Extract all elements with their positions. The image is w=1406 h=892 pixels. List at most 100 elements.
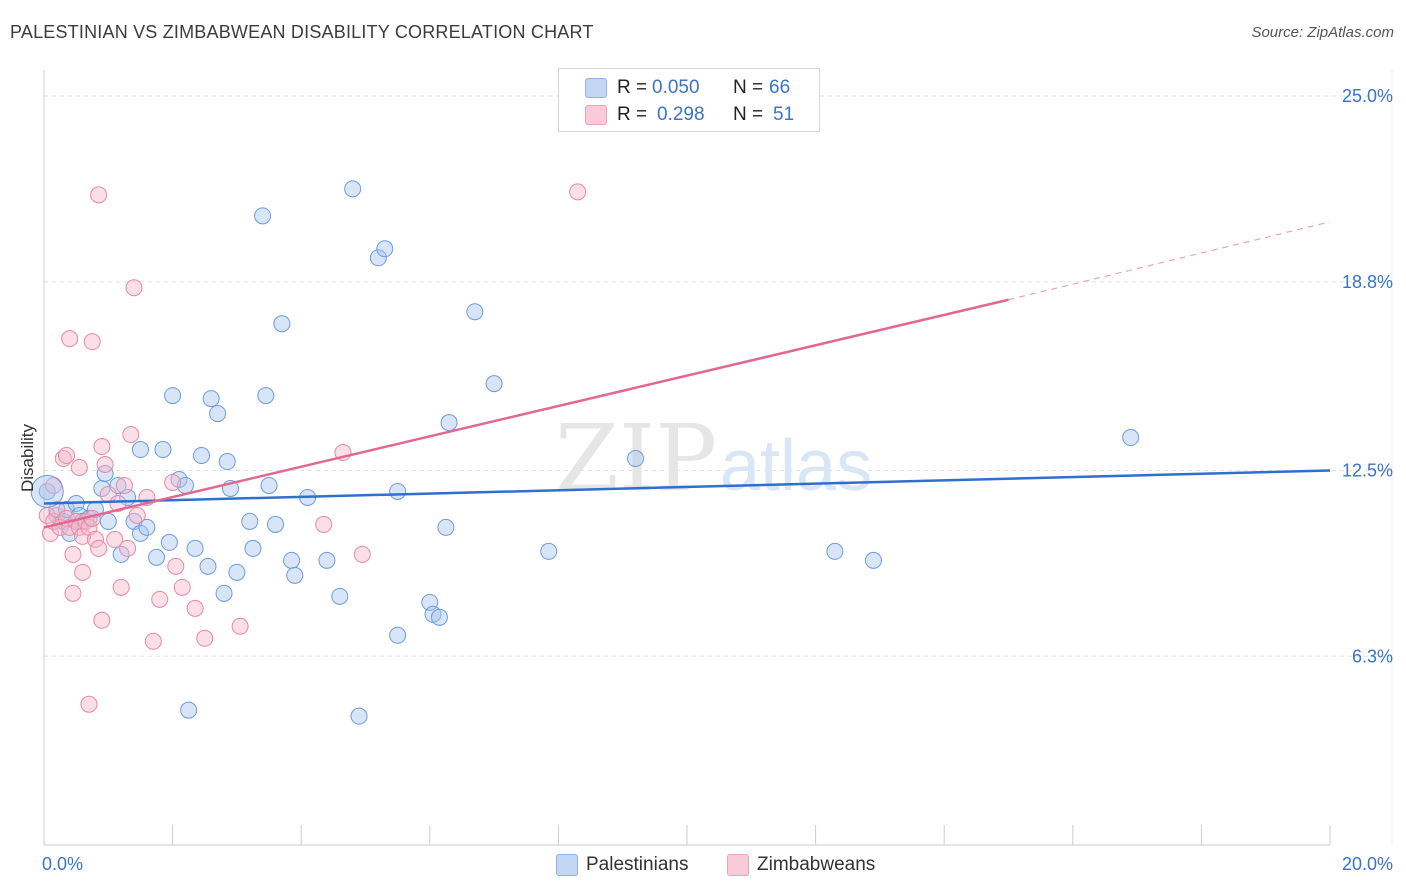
palestinian-point xyxy=(186,539,204,557)
zimbabwean-point xyxy=(125,279,143,297)
zimbabwean-point xyxy=(164,473,182,491)
zimbabwean-point xyxy=(112,578,130,596)
palestinian-point xyxy=(826,542,844,560)
palestinian-point xyxy=(540,542,558,560)
legend-r-label: R = xyxy=(617,104,648,125)
palestinian-point xyxy=(369,249,387,267)
zimbabwean-point xyxy=(54,450,72,468)
palestinian-point xyxy=(389,626,407,644)
palestinian-point xyxy=(283,551,301,569)
zimbabweans-legend-swatch xyxy=(727,854,749,876)
zimbabwean-trend-line xyxy=(43,298,1009,529)
zimbabwean-point xyxy=(315,515,333,533)
palestinian-point xyxy=(1122,429,1140,447)
legend-n-value-zimbabweans: 51 xyxy=(773,104,795,125)
palestinian-point xyxy=(864,551,882,569)
palestinian-point xyxy=(257,387,275,405)
palestinian-point xyxy=(160,533,178,551)
palestinian-point xyxy=(131,524,149,542)
zimbabwean-point xyxy=(70,459,88,477)
zimbabwean-point xyxy=(109,494,127,512)
x-tick-label: 20.0% xyxy=(1342,854,1393,874)
palestinian-point xyxy=(148,548,166,566)
palestinian-point xyxy=(318,551,336,569)
palestinian-point xyxy=(228,563,246,581)
y-axis-title: Disability xyxy=(18,423,37,492)
zimbabweans-swatch xyxy=(585,105,607,125)
watermark: ZIP atlas xyxy=(555,405,872,512)
zimbabwean-point xyxy=(353,545,371,563)
y-tick-label: 12.5% xyxy=(1342,461,1393,481)
legend-n-label: N = xyxy=(733,104,764,125)
palestinian-point xyxy=(485,375,503,393)
legend-n-value-palestinians: 66 xyxy=(769,77,791,98)
trend-lines xyxy=(43,221,1331,529)
zimbabwean-point xyxy=(569,183,587,201)
palestinian-point xyxy=(350,707,368,725)
palestinian-point xyxy=(331,587,349,605)
palestinians-swatch xyxy=(585,78,607,98)
y-tick-label: 25.0% xyxy=(1342,86,1393,106)
palestinian-point xyxy=(440,414,458,432)
correlation-legend: R = 0.050 N = 66 R = 0.298 N = 51 xyxy=(558,68,820,132)
axes xyxy=(43,70,1393,846)
palestinian-point xyxy=(215,584,233,602)
palestinian-point xyxy=(209,405,227,423)
watermark-atlas: atlas xyxy=(720,426,872,506)
palestinian-point xyxy=(154,441,172,459)
zimbabwean-point xyxy=(74,563,92,581)
data-points xyxy=(30,180,1140,725)
zimbabwean-point xyxy=(90,186,108,204)
palestinian-point xyxy=(218,453,236,471)
palestinian-point xyxy=(254,207,272,225)
palestinian-point xyxy=(180,701,198,719)
zimbabwean-point xyxy=(58,447,76,465)
zimbabwean-point xyxy=(96,456,114,474)
zimbabwean-point xyxy=(144,632,162,650)
zimbabwean-point xyxy=(90,539,108,557)
zimbabwean-point xyxy=(119,539,137,557)
palestinian-point xyxy=(96,464,114,482)
palestinian-point xyxy=(202,390,220,408)
palestinian-point xyxy=(273,315,291,333)
zimbabwean-point xyxy=(93,611,111,629)
palestinian-point xyxy=(131,441,149,459)
palestinian-point xyxy=(112,545,130,563)
palestinian-point xyxy=(38,482,56,500)
palestinian-point xyxy=(199,557,217,575)
zimbabwean-point xyxy=(122,426,140,444)
palestinian-point xyxy=(376,240,394,258)
palestinian-point xyxy=(437,518,455,536)
palestinian-point xyxy=(244,539,262,557)
x-tick-label: 0.0% xyxy=(42,854,83,874)
zimbabwean-point xyxy=(231,617,249,635)
palestinian-point xyxy=(164,387,182,405)
palestinian-trend-line xyxy=(43,469,1331,505)
zimbabwean-point xyxy=(196,629,214,647)
tick-labels: 6.3% 12.5% 18.8% 25.0% 0.0% 20.0% xyxy=(42,86,1393,874)
palestinian-point xyxy=(138,518,156,536)
grid-lines xyxy=(44,95,1392,657)
y-tick-label: 18.8% xyxy=(1342,272,1393,292)
palestinian-point xyxy=(99,512,117,530)
y-tick-label: 6.3% xyxy=(1352,646,1393,666)
palestinians-legend-swatch xyxy=(556,854,578,876)
zimbabwean-point xyxy=(61,330,79,348)
zimbabwean-trend-extension xyxy=(1008,221,1331,301)
zimbabwean-point xyxy=(151,590,169,608)
palestinian-point xyxy=(430,608,448,626)
palestinians-legend-label: Palestinians xyxy=(586,854,689,875)
legend-r-value-zimbabweans: 0.298 xyxy=(657,104,705,125)
zimbabweans-legend-label: Zimbabweans xyxy=(757,854,876,875)
palestinian-point xyxy=(286,566,304,584)
palestinian-point xyxy=(241,512,259,530)
legend-r-value-palestinians: 0.050 xyxy=(652,77,700,98)
palestinian-point xyxy=(389,482,407,500)
zimbabwean-point xyxy=(93,438,111,456)
zimbabwean-point xyxy=(106,530,124,548)
chart-title: PALESTINIAN VS ZIMBABWEAN DISABILITY COR… xyxy=(10,22,594,42)
palestinian-cluster-point xyxy=(30,474,64,508)
source-label: Source: ZipAtlas.com xyxy=(1251,24,1394,41)
zimbabwean-point xyxy=(115,476,133,494)
